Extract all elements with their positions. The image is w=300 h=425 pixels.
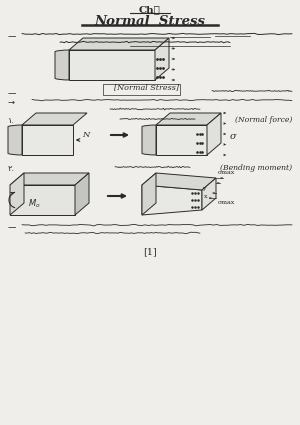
Text: →: → [8,98,15,107]
Polygon shape [156,113,221,125]
PathPatch shape [55,50,69,80]
PathPatch shape [142,125,156,155]
Polygon shape [75,173,89,215]
Polygon shape [155,38,169,80]
Text: ١.: ١. [8,116,15,125]
Text: —: — [8,32,16,41]
PathPatch shape [8,125,22,155]
Polygon shape [22,113,87,125]
Polygon shape [142,185,202,215]
Polygon shape [202,178,216,210]
Polygon shape [10,185,75,215]
Polygon shape [142,173,216,190]
Text: N: N [82,131,89,139]
Text: σmax: σmax [218,200,235,205]
Polygon shape [156,125,207,155]
Polygon shape [10,173,24,215]
Polygon shape [10,173,89,185]
Polygon shape [69,38,169,50]
Text: σ: σ [230,131,237,141]
Polygon shape [207,113,221,155]
Text: Ch⒣: Ch⒣ [139,5,161,14]
Text: [1]: [1] [143,247,157,256]
Text: ٢.: ٢. [8,164,15,173]
Text: $M_o$: $M_o$ [28,198,40,210]
Text: —: — [8,89,16,98]
Text: y: y [202,185,206,190]
Text: [Normal Stress]: [Normal Stress] [114,83,179,91]
Text: (Bending moment): (Bending moment) [220,164,292,172]
Text: (Normal force): (Normal force) [235,116,292,124]
Polygon shape [142,173,156,215]
Text: Normal  Stress: Normal Stress [94,15,206,28]
Text: σmax: σmax [218,170,235,175]
Polygon shape [22,125,73,155]
Text: x: x [204,193,208,198]
Text: —: — [8,223,16,232]
Polygon shape [69,50,155,80]
